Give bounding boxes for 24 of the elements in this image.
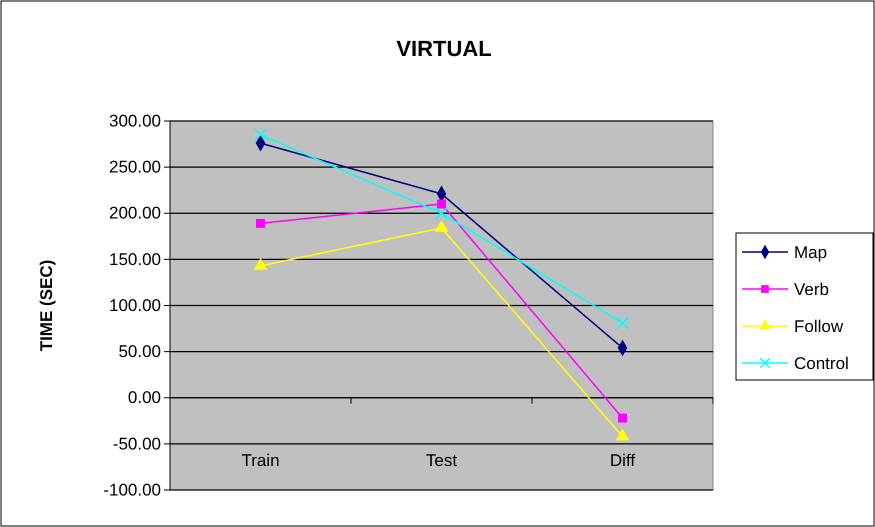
y-tick-label: -50.00 (112, 434, 161, 454)
legend-label: Verb (794, 280, 829, 299)
y-tick-label: 50.00 (118, 342, 161, 362)
y-tick-label: 250.00 (109, 158, 161, 177)
point (437, 200, 446, 208)
y-tick-label: -100.00 (103, 480, 161, 500)
y-tick-label: 150.00 (109, 250, 161, 269)
x-tick-label: Diff (610, 450, 636, 470)
x-tick-label: Train (241, 450, 280, 470)
y-axis-title: TIME (SEC) (37, 260, 56, 352)
y-tick-label: 300.00 (109, 111, 161, 130)
point (618, 414, 627, 423)
chart-title: VIRTUAL (396, 36, 492, 61)
legend-label: Map (794, 243, 828, 262)
x-tick-label: Test (426, 450, 458, 470)
y-tick-label: 100.00 (109, 296, 161, 315)
point (616, 316, 630, 330)
y-tick-label: 200.00 (109, 204, 161, 223)
legend-label: Control (794, 354, 849, 373)
y-tick-label: 0.00 (128, 388, 161, 408)
point (256, 218, 265, 228)
point (434, 206, 448, 220)
legend-label: Follow (794, 317, 844, 336)
point (254, 128, 268, 142)
